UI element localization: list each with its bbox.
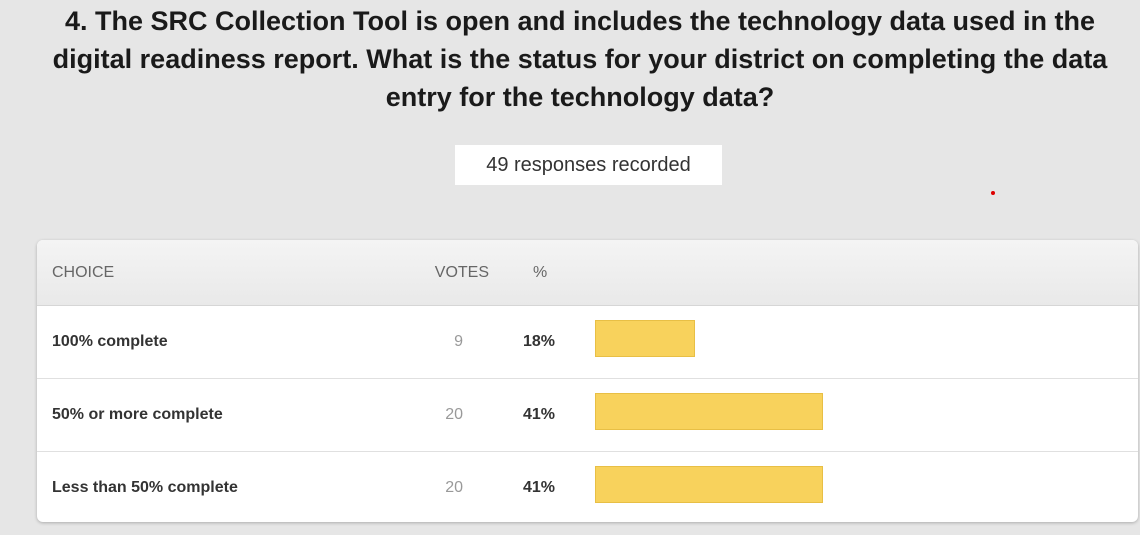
votes: 20	[445, 479, 463, 496]
percent: 41%	[523, 479, 556, 496]
votes: 20	[445, 406, 463, 423]
responses-count: 49 responses recorded	[455, 145, 722, 185]
percent-bar	[595, 393, 823, 430]
table-row: 100% complete 9 18%	[37, 306, 1138, 379]
choice: 100% complete	[52, 333, 168, 350]
dot	[991, 191, 995, 195]
question: 4. The SRC Collection Tool is open and i…	[52, 6, 1108, 112]
table-row: Less than 50% complete 20 41%	[37, 452, 1138, 522]
header-cell: %	[533, 264, 548, 281]
votes: 9	[454, 333, 463, 350]
results-table: CHOICE VOTES % 100% complete 9 18% 50% or m…	[37, 240, 1138, 522]
table-row: 50% or more complete 20 41%	[37, 379, 1138, 452]
percent-bar	[595, 320, 695, 357]
header-cell: VOTES	[434, 264, 489, 281]
table-body: 100% complete 9 18% 50% or more complete 20 4…	[37, 306, 1138, 522]
percent: 18%	[523, 333, 556, 350]
table-header: CHOICE VOTES %	[37, 240, 1138, 306]
choice: Less than 50% complete	[52, 479, 238, 496]
percent: 41%	[523, 406, 556, 423]
header-cell: CHOICE	[52, 264, 115, 281]
choice: 50% or more complete	[52, 406, 223, 423]
percent-bar	[595, 466, 823, 503]
